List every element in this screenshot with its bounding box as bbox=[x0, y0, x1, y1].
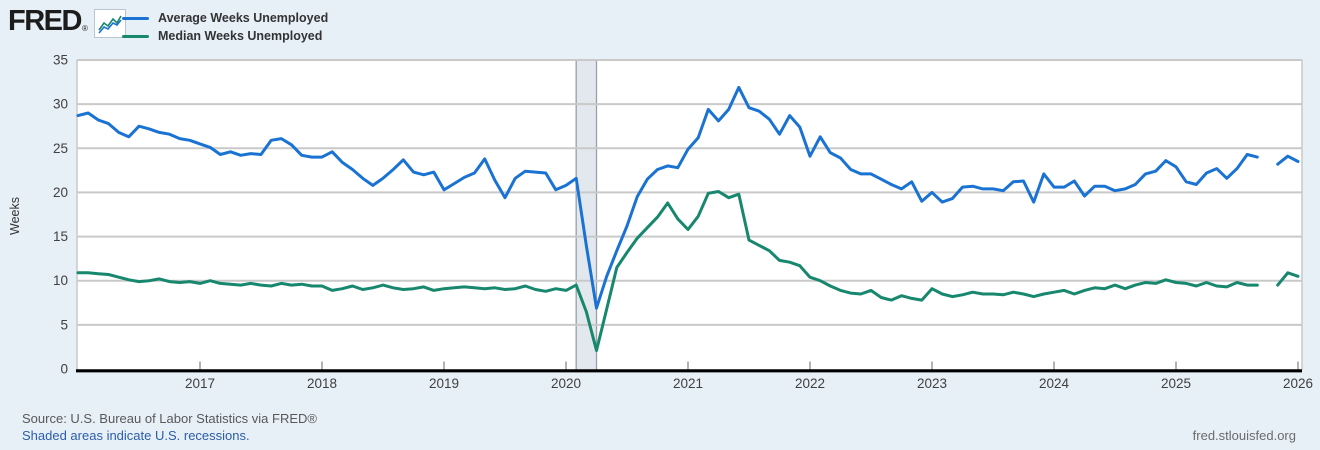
x-tick-label-2023: 2023 bbox=[917, 376, 947, 391]
chart-legend: Average Weeks Unemployed Median Weeks Un… bbox=[122, 9, 328, 45]
y-tick-label-20: 20 bbox=[53, 185, 68, 200]
x-tick-label-2019: 2019 bbox=[429, 376, 459, 391]
x-tick-label-2021: 2021 bbox=[673, 376, 703, 391]
y-tick-label-10: 10 bbox=[53, 273, 68, 288]
site-url: fred.stlouisfed.org bbox=[1192, 428, 1296, 443]
legend-item-median[interactable]: Median Weeks Unemployed bbox=[122, 27, 328, 45]
fred-logo-chart-icon bbox=[93, 9, 126, 38]
fred-logo-text: FRED bbox=[8, 5, 82, 37]
x-tick-label-2020: 2020 bbox=[551, 376, 581, 391]
recession-band bbox=[576, 60, 597, 370]
y-axis-title: Weeks bbox=[8, 197, 22, 235]
x-tick-label-2026: 2026 bbox=[1283, 376, 1313, 391]
y-tick-label-5: 5 bbox=[60, 317, 68, 332]
source-note: Source: U.S. Bureau of Labor Statistics … bbox=[22, 411, 317, 426]
y-tick-label-25: 25 bbox=[53, 141, 68, 156]
series-line-average bbox=[76, 85, 1300, 310]
plot-area bbox=[77, 60, 1302, 370]
legend-item-average[interactable]: Average Weeks Unemployed bbox=[122, 9, 328, 27]
legend-label-median: Median Weeks Unemployed bbox=[158, 29, 323, 43]
logo-sparkline-icon bbox=[98, 15, 122, 34]
y-tick-label-35: 35 bbox=[53, 53, 68, 68]
legend-label-average: Average Weeks Unemployed bbox=[158, 11, 329, 25]
recession-note-link[interactable]: Shaded areas indicate U.S. recessions. bbox=[22, 428, 250, 443]
fred-logo[interactable]: FRED ® bbox=[8, 6, 126, 38]
median-line-swatch bbox=[122, 34, 149, 38]
x-tick-label-2018: 2018 bbox=[307, 376, 337, 391]
average-line-swatch bbox=[122, 16, 149, 20]
y-tick-label-0: 0 bbox=[60, 362, 68, 377]
y-tick-label-30: 30 bbox=[53, 97, 68, 112]
registered-trademark: ® bbox=[81, 24, 88, 33]
y-tick-label-15: 15 bbox=[53, 229, 68, 244]
x-tick-label-2024: 2024 bbox=[1039, 376, 1070, 391]
x-tick-label-2017: 2017 bbox=[185, 376, 215, 391]
series-line-median bbox=[76, 190, 1300, 352]
header: FRED ® bbox=[8, 6, 126, 38]
x-tick-label-2022: 2022 bbox=[795, 376, 825, 391]
x-tick-label-2025: 2025 bbox=[1161, 376, 1191, 391]
